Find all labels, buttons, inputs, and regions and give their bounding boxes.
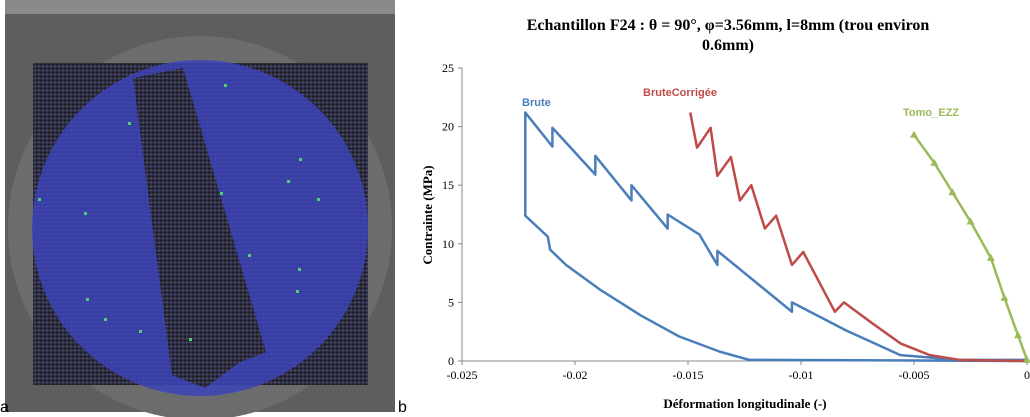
crack	[133, 68, 266, 388]
y-tick-label: 10	[442, 237, 454, 251]
x-tick-label: -0.015	[673, 368, 704, 382]
marker	[966, 217, 975, 225]
marker	[930, 158, 939, 166]
y-tick-label: 25	[442, 61, 454, 75]
y-tick-label: 15	[442, 178, 454, 192]
chart-title: Echantillon F24 : θ = 90°, φ=3.56mm, l=8…	[527, 17, 930, 34]
sample-image	[5, 0, 395, 417]
series-line	[912, 134, 1029, 361]
marker	[1023, 355, 1030, 363]
y-axis-label: Contrainte (MPa)	[420, 165, 435, 264]
series-label: Brute	[522, 97, 551, 109]
markers	[38, 84, 320, 341]
marker	[1013, 331, 1022, 339]
x-tick-label: -0.01	[789, 368, 814, 382]
x-tick-label: -0.005	[899, 368, 930, 382]
x-axis-label: Déformation longitudinale (-)	[663, 396, 826, 411]
y-tick-label: 5	[448, 295, 454, 309]
series-label: BruteCorrigée	[643, 87, 717, 99]
marker	[986, 253, 995, 261]
y-tick-label: 0	[448, 354, 454, 368]
marker	[910, 130, 918, 138]
series-line	[524, 111, 1028, 363]
image-band	[5, 0, 395, 14]
panel-label: b	[398, 399, 407, 416]
series-line	[689, 112, 1028, 363]
marker	[1000, 293, 1009, 301]
panel-label: a	[0, 399, 9, 416]
x-tick-label: 0	[1024, 368, 1030, 382]
chart-subtitle: 0.6mm)	[702, 37, 754, 54]
marker	[948, 188, 957, 196]
y-tick-label: 20	[442, 120, 454, 134]
x-tick-label: -0.025	[447, 368, 478, 382]
series-label: Tomo_EZZ	[903, 107, 959, 119]
x-tick-label: -0.02	[563, 368, 588, 382]
